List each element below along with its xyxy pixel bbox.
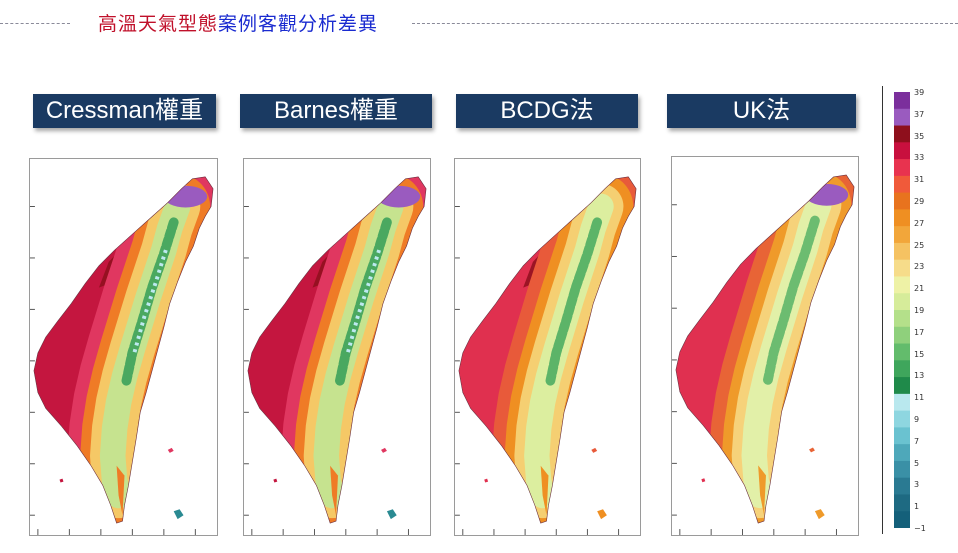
island-outline	[33, 176, 214, 524]
island-temperature-field	[33, 176, 214, 524]
title-divider-right	[412, 23, 958, 24]
colorbar-swatch	[894, 92, 910, 110]
colorbar-tick-label: 27	[914, 218, 925, 228]
page-title-part1: 高溫天氣型態	[98, 13, 219, 35]
colorbar-swatch	[894, 192, 910, 210]
temperature-zone-peak	[763, 215, 820, 385]
map-panel-barnes	[243, 158, 431, 536]
colorbar-swatch	[894, 242, 910, 261]
colorbar-swatch	[894, 494, 910, 512]
island-temperature-field	[247, 176, 427, 524]
taiwan-temperature-map	[244, 176, 427, 535]
temperature-zone-cool	[132, 249, 168, 354]
colorbar-swatch	[894, 259, 910, 278]
colorbar-swatch	[894, 511, 910, 528]
island-outline	[247, 176, 427, 524]
temperature-zone-peak	[545, 217, 603, 386]
map-panel-uk	[671, 156, 859, 536]
colorbar-tick-label: 13	[914, 371, 925, 381]
colorbar-tick-label: 3	[914, 480, 920, 490]
island-temperature-field	[458, 176, 637, 524]
page-title: 高溫天氣型態案例客觀分析差異	[98, 9, 378, 36]
colorbar-tick-label: 31	[914, 175, 925, 185]
colorbar-swatch	[894, 108, 910, 127]
colorbar-tick-label: 25	[914, 240, 925, 250]
colorbar	[894, 92, 910, 528]
colorbar-tick-label: 17	[914, 327, 925, 337]
taiwan-temperature-map	[672, 174, 855, 535]
colorbar-swatch	[894, 276, 910, 294]
colorbar-swatch	[894, 226, 910, 244]
colorbar-swatch	[894, 393, 910, 412]
taiwan-temperature-map	[455, 176, 637, 535]
colorbar-tick-label: −1	[914, 524, 926, 533]
method-label-barnes: Barnes權重	[240, 94, 432, 128]
taiwan-temperature-map	[30, 176, 214, 535]
temperature-zone-hottest	[163, 185, 208, 208]
page-title-part2: 案例客觀分析差異	[218, 13, 379, 35]
colorbar-swatch	[894, 343, 910, 361]
colorbar-swatch	[894, 159, 910, 177]
temperature-zone-cool	[345, 249, 381, 354]
colorbar-swatch	[894, 142, 910, 160]
colorbar-swatch	[894, 427, 910, 445]
colorbar-tick-label: 15	[914, 349, 925, 359]
offshore-island	[273, 478, 278, 483]
offshore-island	[173, 509, 184, 520]
island-outline	[675, 174, 855, 524]
map-panel-cressman	[29, 158, 218, 536]
offshore-island	[814, 509, 825, 520]
temperature-zone-south	[758, 465, 766, 516]
temperature-zone-south	[540, 465, 549, 516]
method-label-bcdg: BCDG法	[456, 94, 638, 128]
method-label-uk: UK法	[667, 94, 856, 128]
colorbar-swatch	[894, 175, 910, 194]
colorbar-swatch	[894, 125, 910, 143]
colorbar-swatch	[894, 326, 910, 345]
colorbar-tick-label: 11	[914, 393, 925, 403]
offshore-island	[484, 478, 489, 483]
colorbar-swatch	[894, 310, 910, 328]
colorbar-tick-label: 5	[914, 458, 920, 468]
colorbar-tick-label: 19	[914, 306, 925, 315]
colorbar-axis	[882, 86, 883, 534]
offshore-island	[167, 447, 174, 453]
colorbar-swatch	[894, 477, 910, 496]
colorbar-tick-label: 23	[914, 262, 925, 272]
offshore-island	[381, 447, 387, 453]
temperature-zone-south	[330, 465, 338, 516]
island-outline	[458, 176, 637, 524]
method-label-cressman: Cressman權重	[33, 94, 216, 128]
colorbar-tick-label: 21	[914, 284, 925, 294]
colorbar-tick-label: 35	[914, 131, 925, 141]
colorbar-tick-label: 7	[914, 436, 920, 446]
colorbar-swatch	[894, 410, 910, 428]
offshore-island	[591, 447, 598, 453]
colorbar-tick-label: 29	[914, 197, 925, 206]
colorbar-swatch	[894, 293, 910, 311]
temperature-zone-hottest	[377, 185, 421, 208]
temperature-zone-hottest	[805, 183, 849, 206]
colorbar-tick-label: 33	[914, 153, 925, 163]
offshore-island	[597, 509, 607, 520]
colorbar-tick-label: 9	[914, 415, 920, 424]
colorbar-swatch	[894, 444, 910, 462]
temperature-zone-south	[116, 465, 125, 516]
colorbar-swatch	[894, 209, 910, 227]
colorbar-swatch	[894, 360, 910, 378]
colorbar-swatch	[894, 460, 910, 479]
colorbar-tick-label: 39	[914, 88, 925, 97]
offshore-island	[59, 478, 64, 483]
island-temperature-field	[675, 174, 855, 524]
title-divider-left	[0, 23, 70, 24]
colorbar-tick-label: 1	[914, 502, 920, 512]
offshore-island	[701, 478, 706, 483]
offshore-island	[386, 509, 397, 520]
map-panel-bcdg	[454, 158, 641, 536]
offshore-island	[809, 447, 815, 453]
colorbar-swatch	[894, 377, 910, 395]
colorbar-tick-label: 37	[914, 109, 925, 119]
